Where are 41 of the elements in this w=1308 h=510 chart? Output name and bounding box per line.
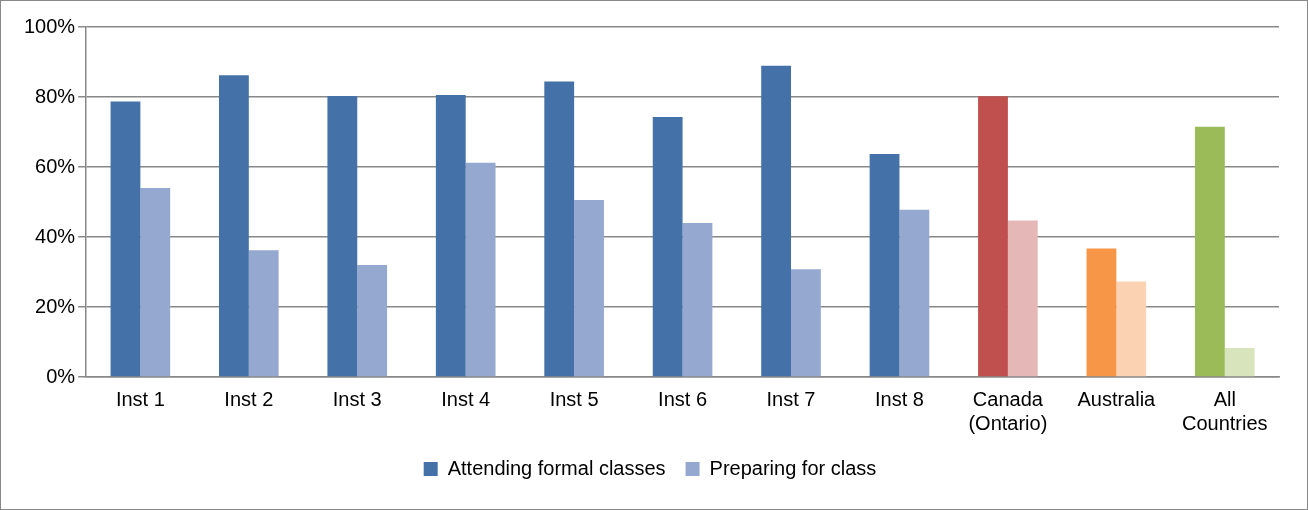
x-tick-label: Inst 2 <box>224 387 274 410</box>
bar <box>791 269 821 377</box>
bar <box>978 96 1008 377</box>
x-tick-label: Canada (Ontario) <box>968 387 1048 434</box>
bar <box>218 75 249 377</box>
bar <box>140 188 171 377</box>
bar <box>1086 248 1117 377</box>
y-tick-label: 40% <box>35 224 76 247</box>
bar <box>761 65 792 377</box>
x-tick-label: Inst 4 <box>441 387 491 410</box>
x-tick-label: Inst 8 <box>875 387 924 410</box>
bar <box>652 116 683 377</box>
bar <box>435 94 466 377</box>
y-tick-label: 80% <box>35 84 76 107</box>
x-tick-label: Inst 3 <box>332 387 382 410</box>
bar <box>682 223 713 377</box>
x-tick-label: All Countries <box>1181 387 1268 434</box>
x-tick-label: Inst 7 <box>766 387 816 410</box>
y-tick-label: 20% <box>35 294 76 317</box>
bar <box>1194 126 1225 377</box>
bar <box>465 162 496 377</box>
legend-label: Preparing for class <box>709 456 877 479</box>
y-tick-label: 0% <box>46 364 76 387</box>
bar <box>327 95 358 377</box>
bar <box>899 209 930 377</box>
x-tick-label: Inst 1 <box>115 387 165 410</box>
x-tick-label: Australia <box>1077 387 1157 410</box>
bar <box>574 199 604 377</box>
bar <box>110 101 141 377</box>
bar <box>869 154 900 377</box>
x-tick-label: Inst 5 <box>549 387 599 410</box>
bar <box>1224 347 1255 377</box>
bar <box>1116 281 1147 377</box>
bar <box>544 81 575 377</box>
x-tick-label: Inst 6 <box>658 387 708 410</box>
bar <box>1007 220 1038 377</box>
bar <box>357 265 388 377</box>
legend-label: Attending formal classes <box>447 456 666 479</box>
y-tick-label: 100% <box>24 14 76 37</box>
bar <box>248 250 279 377</box>
y-tick-label: 60% <box>35 154 76 177</box>
